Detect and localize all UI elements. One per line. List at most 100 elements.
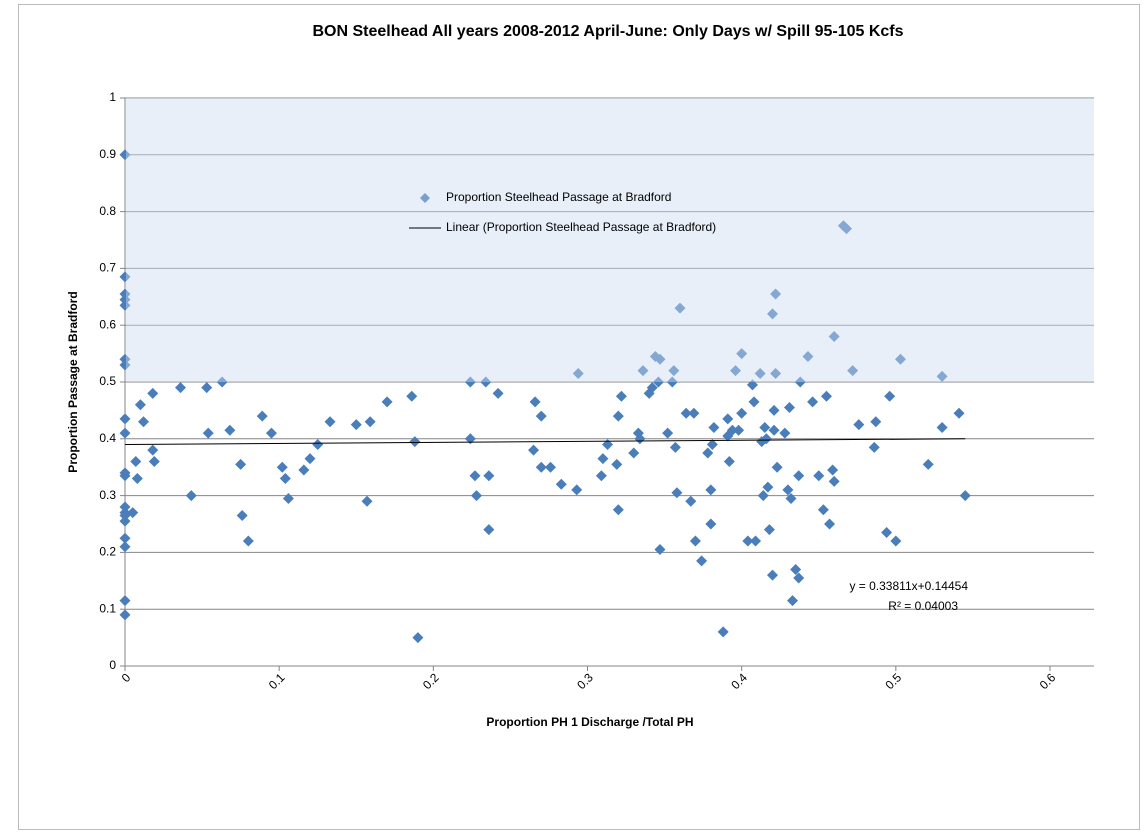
y-tick-label: 0.8 [99, 204, 116, 218]
x-axis-title: Proportion PH 1 Discharge /Total PH [486, 715, 693, 729]
legend-label: Proportion Steelhead Passage at Bradford [446, 190, 671, 204]
data-point [612, 504, 624, 516]
data-point [471, 490, 482, 502]
data-point [662, 427, 674, 439]
data-point [754, 367, 766, 379]
data-point [680, 407, 692, 419]
data-point [555, 478, 567, 490]
data-point [750, 535, 762, 547]
data-point [535, 461, 547, 473]
data-point [762, 481, 774, 493]
data-point [696, 555, 708, 567]
data-point [480, 376, 492, 388]
data-point [134, 399, 146, 411]
chart-title: BON Steelhead All years 2008-2012 April-… [312, 23, 903, 40]
data-point [654, 353, 666, 365]
data-point [185, 490, 197, 502]
data-point [279, 473, 291, 485]
data-point [276, 461, 288, 473]
data-point [708, 421, 720, 433]
data-point [646, 382, 658, 394]
data-point [793, 572, 805, 584]
data-point [216, 376, 228, 388]
y-tick-label: 0.6 [99, 317, 116, 331]
data-point [884, 390, 896, 402]
data-point [936, 421, 948, 433]
data-point [722, 413, 734, 425]
data-point [868, 441, 880, 453]
data-point [119, 501, 131, 513]
data-point [381, 396, 393, 408]
data-point [757, 490, 769, 502]
data-point [119, 353, 131, 365]
data-point [705, 518, 717, 530]
data-point [298, 464, 310, 476]
data-point [119, 532, 131, 544]
data-point [528, 444, 540, 456]
data-point [922, 458, 934, 470]
data-point [119, 271, 131, 283]
data-point [119, 427, 131, 439]
data-point [779, 427, 791, 439]
data-point [611, 458, 623, 470]
data-point [841, 223, 852, 235]
data-point [705, 484, 717, 496]
data-point [771, 461, 783, 473]
data-point [936, 370, 948, 382]
y-tick-label: 0.4 [99, 431, 116, 445]
data-point [119, 515, 131, 527]
data-point [760, 433, 772, 445]
data-point [820, 390, 832, 402]
data-point [406, 390, 418, 402]
data-point [236, 509, 248, 521]
data-point [535, 410, 547, 422]
data-point [147, 444, 159, 456]
data-point [959, 490, 971, 502]
data-point [782, 484, 794, 496]
data-point [817, 504, 829, 516]
data-point [674, 302, 686, 314]
data-point [138, 416, 149, 428]
data-point [256, 410, 268, 422]
data-point [748, 396, 760, 408]
data-point [654, 544, 666, 556]
data-point [265, 427, 277, 439]
data-point [742, 535, 754, 547]
data-point [689, 535, 701, 547]
data-point [723, 456, 735, 468]
data-point [628, 447, 640, 459]
data-point [119, 294, 131, 306]
data-point [364, 416, 376, 428]
data-point [312, 438, 324, 450]
data-point [637, 365, 649, 377]
legend-label: Linear (Proportion Steelhead Passage at … [446, 220, 716, 234]
data-point [572, 367, 584, 379]
data-point [853, 419, 865, 431]
y-tick-label: 0.2 [99, 545, 116, 559]
data-point [685, 495, 697, 507]
data-point [131, 473, 143, 485]
data-point [870, 416, 882, 428]
data-point [529, 396, 541, 408]
data-point [469, 470, 481, 482]
data-point [813, 470, 825, 482]
data-point [827, 464, 839, 476]
data-point [119, 609, 131, 621]
data-point [127, 507, 139, 519]
data-point [119, 541, 131, 553]
data-point [612, 410, 624, 422]
data-point [717, 626, 729, 638]
data-point [770, 367, 782, 379]
data-point [242, 535, 254, 547]
data-point [634, 433, 646, 445]
data-point [726, 424, 738, 436]
y-tick-label: 0.9 [99, 147, 116, 161]
data-point [807, 396, 819, 408]
data-point [201, 382, 213, 394]
data-point [824, 518, 836, 530]
data-point [175, 382, 186, 394]
annotation: y = 0.33811x+0.14454 [849, 579, 968, 593]
data-point [668, 365, 680, 377]
data-point [768, 424, 780, 436]
plot-shade [126, 98, 1094, 382]
